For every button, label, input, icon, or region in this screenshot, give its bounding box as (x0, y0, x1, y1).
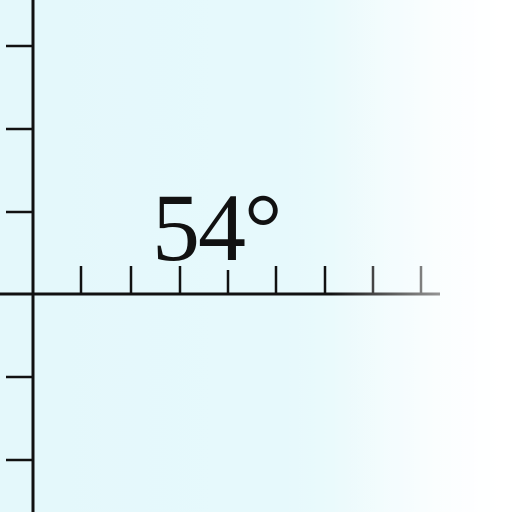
latitude-label: 54° (152, 174, 282, 281)
